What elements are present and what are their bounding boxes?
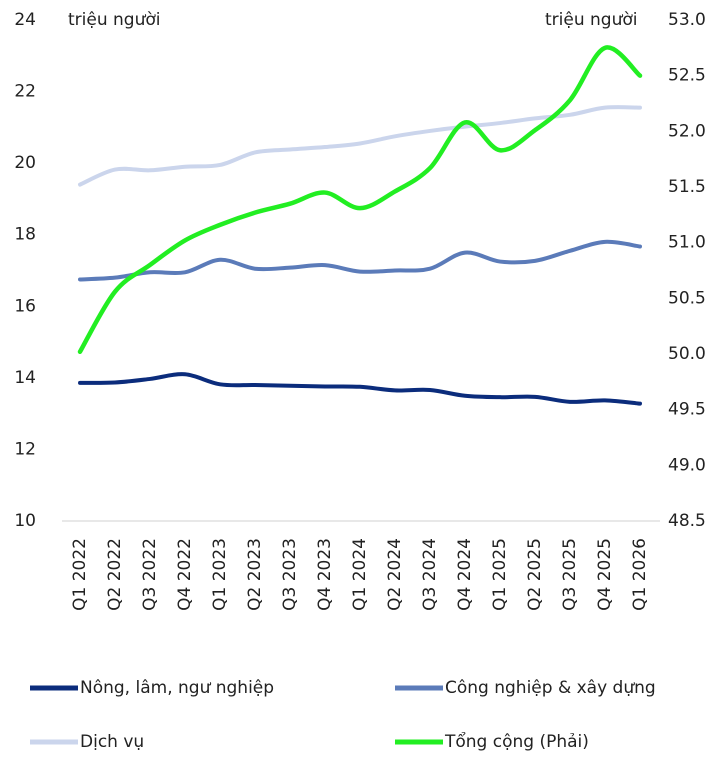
x-tick-label: Q1 2024: [350, 538, 370, 611]
y2-tick-label: 50.5: [668, 288, 706, 308]
legend-label: Dịch vụ: [80, 732, 144, 752]
series-line: [77, 45, 643, 355]
y2-tick-label: 50.0: [668, 344, 706, 364]
y2-tick-label: 52.0: [668, 121, 706, 141]
y2-tick-label: 49.0: [668, 455, 706, 475]
y-tick-label: 10: [14, 511, 36, 531]
y-tick-label: 16: [14, 296, 36, 316]
x-tick-label: Q1 2022: [70, 538, 90, 611]
y2-tick-label: 53.0: [668, 10, 706, 30]
x-tick-label: Q2 2022: [105, 538, 125, 611]
x-tick-label: Q2 2023: [245, 538, 265, 611]
y-tick-label: 14: [14, 368, 36, 388]
series-line: [78, 239, 642, 282]
y2-tick-label: 52.5: [668, 66, 706, 86]
x-tick-label: Q1 2025: [490, 538, 510, 611]
y-tick-label: 20: [14, 153, 36, 173]
y-axis-label: triệu người: [68, 10, 160, 30]
x-tick-label: Q1 2023: [210, 538, 230, 611]
y2-tick-label: 49.5: [668, 400, 706, 420]
y2-axis-label: triệu người: [545, 10, 637, 30]
x-tick-label: Q2 2025: [525, 538, 545, 611]
x-tick-label: Q4 2024: [455, 538, 475, 611]
y-tick-label: 24: [14, 10, 36, 30]
legend-label: Công nghiệp & xây dựng: [445, 678, 656, 698]
y-tick-label: 22: [14, 82, 36, 102]
y-tick-label: 12: [14, 439, 36, 459]
x-tick-label: Q3 2025: [560, 538, 580, 611]
legend-label: Tổng cộng (Phải): [444, 731, 589, 752]
series-line: [78, 372, 642, 406]
x-tick-label: Q4 2022: [175, 538, 195, 611]
x-tick-label: Q3 2024: [420, 538, 440, 611]
y2-tick-label: 51.5: [668, 177, 706, 197]
x-tick-label: Q1 2026: [630, 538, 650, 611]
x-tick-label: Q4 2023: [315, 538, 335, 611]
x-tick-label: Q3 2022: [140, 538, 160, 611]
y2-tick-label: 48.5: [668, 511, 706, 531]
legend-label: Nông, lâm, ngư nghiệp: [80, 678, 274, 698]
y-tick-label: 18: [14, 225, 36, 245]
series-line: [78, 105, 642, 187]
x-tick-label: Q3 2023: [280, 538, 300, 611]
x-tick-label: Q2 2024: [385, 538, 405, 611]
y2-tick-label: 51.0: [668, 233, 706, 253]
x-tick-label: Q4 2025: [595, 538, 615, 611]
